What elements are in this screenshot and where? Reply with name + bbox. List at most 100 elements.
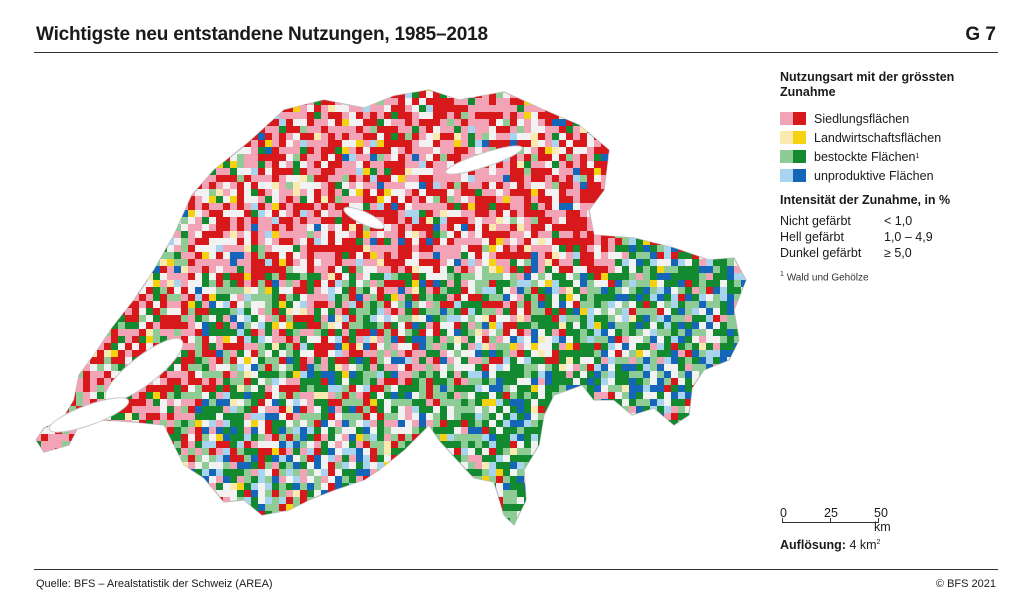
map-cell: [545, 413, 552, 420]
map-cell: [720, 77, 727, 84]
map-cell: [706, 301, 713, 308]
map-cell: [622, 196, 629, 203]
map-cell: [265, 301, 272, 308]
map-cell: [643, 301, 650, 308]
map-cell: [188, 259, 195, 266]
map-cell: [398, 98, 405, 105]
map-cell: [643, 154, 650, 161]
map-cell: [153, 231, 160, 238]
map-cell: [307, 147, 314, 154]
map-cell: [692, 434, 699, 441]
map-cell: [510, 231, 517, 238]
map-cell: [146, 210, 153, 217]
map-cell: [587, 336, 594, 343]
map-cell: [335, 133, 342, 140]
map-cell: [559, 420, 566, 427]
map-cell: [384, 315, 391, 322]
map-cell: [48, 434, 55, 441]
map-cell: [454, 469, 461, 476]
map-cell: [223, 455, 230, 462]
map-cell: [41, 203, 48, 210]
map-cell: [671, 399, 678, 406]
map-cell: [524, 238, 531, 245]
map-cell: [440, 427, 447, 434]
map-cell: [608, 203, 615, 210]
map-cell: [391, 168, 398, 175]
map-cell: [167, 455, 174, 462]
map-cell: [664, 357, 671, 364]
map-cell: [713, 70, 720, 77]
map-cell: [643, 161, 650, 168]
map-cell: [559, 448, 566, 455]
map-cell: [419, 259, 426, 266]
map-cell: [573, 231, 580, 238]
map-cell: [62, 462, 69, 469]
map-cell: [62, 301, 69, 308]
map-cell: [650, 196, 657, 203]
map-cell: [657, 161, 664, 168]
map-cell: [475, 413, 482, 420]
map-cell: [734, 119, 741, 126]
map-cell: [286, 427, 293, 434]
map-cell: [426, 308, 433, 315]
map-cell: [237, 266, 244, 273]
map-cell: [272, 455, 279, 462]
map-cell: [195, 175, 202, 182]
map-cell: [713, 287, 720, 294]
map-cell: [706, 210, 713, 217]
map-cell: [461, 182, 468, 189]
map-cell: [636, 441, 643, 448]
map-cell: [608, 392, 615, 399]
map-cell: [629, 238, 636, 245]
map-cell: [300, 77, 307, 84]
map-cell: [405, 378, 412, 385]
map-cell: [167, 182, 174, 189]
map-cell: [363, 70, 370, 77]
map-cell: [727, 322, 734, 329]
map-cell: [139, 252, 146, 259]
map-cell: [419, 196, 426, 203]
map-cell: [573, 420, 580, 427]
map-cell: [181, 196, 188, 203]
map-cell: [468, 70, 475, 77]
map-cell: [748, 210, 754, 217]
map-cell: [503, 420, 510, 427]
map-cell: [580, 196, 587, 203]
map-cell: [90, 98, 97, 105]
map-cell: [251, 238, 258, 245]
map-cell: [328, 371, 335, 378]
map-cell: [132, 399, 139, 406]
map-cell: [258, 168, 265, 175]
map-cell: [685, 217, 692, 224]
map-cell: [62, 133, 69, 140]
map-cell: [146, 161, 153, 168]
map-cell: [538, 210, 545, 217]
map-cell: [398, 168, 405, 175]
map-cell: [300, 308, 307, 315]
map-cell: [440, 378, 447, 385]
map-cell: [384, 427, 391, 434]
map-cell: [139, 315, 146, 322]
map-cell: [559, 287, 566, 294]
map-cell: [167, 399, 174, 406]
map-cell: [349, 455, 356, 462]
map-cell: [608, 133, 615, 140]
map-cell: [664, 210, 671, 217]
map-cell: [90, 245, 97, 252]
map-cell: [727, 175, 734, 182]
map-cell: [405, 329, 412, 336]
map-cell: [636, 434, 643, 441]
map-cell: [83, 399, 90, 406]
map-cell: [314, 427, 321, 434]
map-cell: [265, 266, 272, 273]
map-cell: [293, 441, 300, 448]
map-cell: [391, 231, 398, 238]
map-cell: [594, 140, 601, 147]
map-cell: [272, 203, 279, 210]
map-cell: [335, 392, 342, 399]
map-cell: [447, 203, 454, 210]
map-cell: [356, 336, 363, 343]
map-cell: [153, 133, 160, 140]
map-cell: [36, 203, 41, 210]
map-cell: [363, 231, 370, 238]
